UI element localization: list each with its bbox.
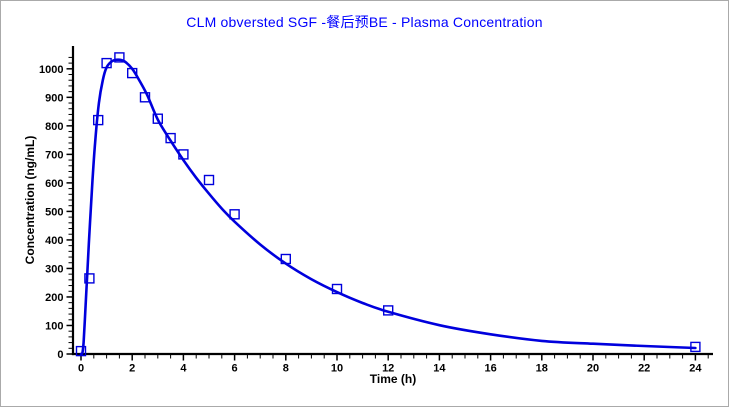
observed-data-points [75,52,701,357]
data-point-marker [165,132,176,144]
data-point-marker [331,283,343,295]
chart-title: CLM obversted SGF -餐后预BE - Plasma Concen… [186,14,543,30]
data-point-marker [84,273,95,284]
data-point-marker [690,341,701,353]
x-tick-label: 8 [283,363,289,375]
x-axis-title: Time (h) [370,372,416,386]
data-point-marker [101,57,112,69]
x-tick-label: 12 [382,363,394,375]
fitted-curve-line [79,58,697,356]
data-point-marker [75,345,87,357]
y-tick-label: 500 [45,206,63,218]
axes [71,46,713,356]
y-axis-title: Concentration (ng/mL) [23,136,37,265]
x-tick-label: 24 [689,363,702,375]
data-point-marker [178,149,189,160]
data-point-marker [152,113,164,124]
y-tick-label: 800 [45,121,63,133]
x-tick-label: 4 [180,363,187,375]
x-axis-ticks: 0 2 4 6 8 10 12 14 16 18 20 22 24 [78,355,709,375]
y-tick-label: 300 [45,263,63,275]
data-point-marker [383,305,394,316]
data-point-marker [280,253,291,265]
y-tick-label: 200 [45,292,63,304]
y-tick-label: 600 [45,178,63,190]
x-tick-label: 14 [433,363,446,375]
data-point-marker [126,67,138,79]
data-point-marker [114,52,125,63]
y-tick-label: 100 [45,320,63,332]
y-tick-label: 400 [45,235,63,247]
y-tick-label: 900 [45,92,63,104]
x-tick-label: 2 [129,363,135,375]
data-point-marker [229,209,240,220]
data-point-marker [92,114,104,126]
x-tick-label: 10 [331,363,343,375]
x-tick-label: 6 [232,363,238,375]
x-tick-label: 20 [587,363,599,375]
y-tick-label: 1000 [39,64,63,76]
y-tick-label: 700 [45,149,63,161]
y-tick-label: 0 [57,349,63,361]
data-point-marker [139,92,151,103]
x-tick-label: 16 [484,363,496,375]
x-tick-label: 18 [536,363,548,375]
data-point-marker [203,174,215,186]
x-tick-label: 22 [638,363,650,375]
y-axis-ticks: 0 100 200 300 400 500 600 700 800 900 1000 [39,56,72,361]
x-tick-label: 0 [78,363,84,375]
